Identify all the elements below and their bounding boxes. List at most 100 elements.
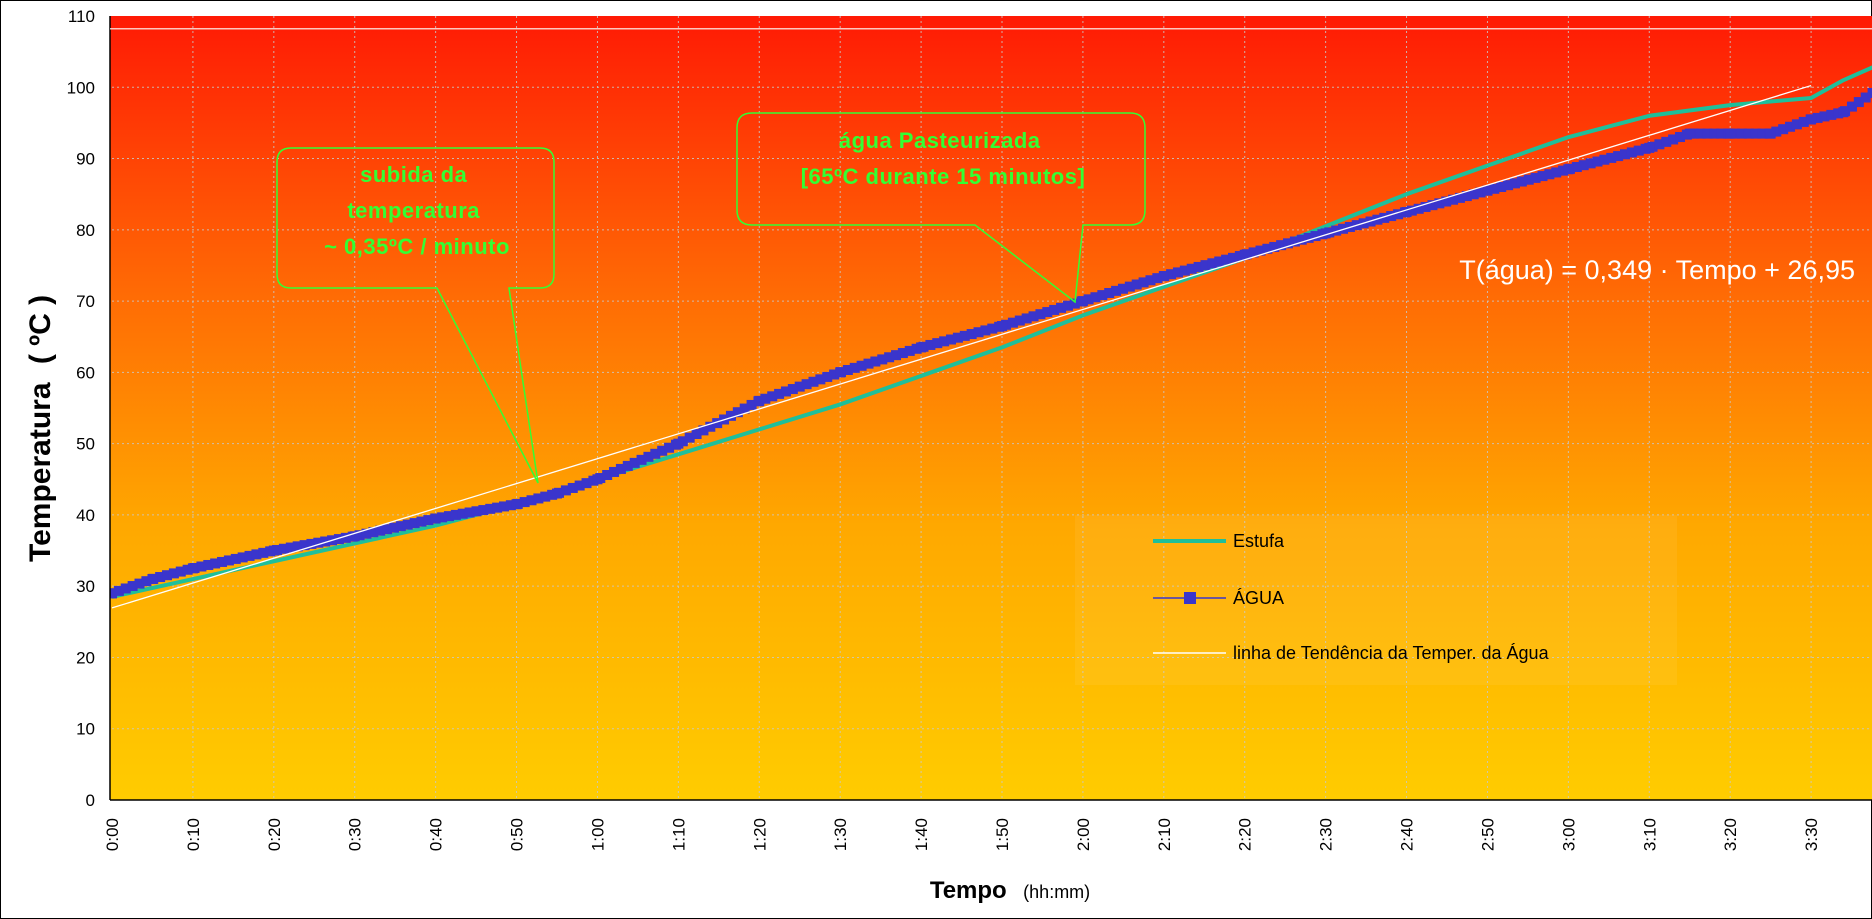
series-agua-marker (168, 568, 179, 579)
series-agua-marker (636, 454, 647, 465)
series-agua-marker (533, 493, 544, 504)
trendline-equation: T(água) = 0,349 · Tempo + 26,95 (1459, 255, 1855, 285)
series-agua-point (1239, 249, 1250, 260)
series-agua-point (187, 563, 198, 574)
series-agua-marker (973, 327, 984, 338)
series-agua-point (835, 367, 846, 378)
series-agua-marker (808, 376, 819, 387)
series-agua-marker (113, 585, 124, 596)
series-agua-marker (1296, 234, 1307, 245)
annotation-temperature-rise-line-2: temperatura (347, 198, 480, 223)
series-agua-marker (1661, 136, 1672, 147)
series-agua-marker (622, 460, 633, 471)
series-agua-marker (725, 410, 736, 421)
series-agua-marker (1675, 132, 1686, 143)
series-agua-marker (320, 536, 331, 547)
series-agua-marker (1069, 298, 1080, 309)
series-agua-marker (237, 552, 248, 563)
series-agua-marker (1798, 116, 1809, 127)
x-tick-label: 3:10 (1640, 818, 1659, 851)
series-agua-marker (1090, 292, 1101, 303)
series-agua-marker (306, 538, 317, 549)
series-agua-marker (457, 508, 468, 519)
x-tick-label: 0:50 (508, 818, 527, 851)
series-agua-marker (1620, 149, 1630, 160)
series-agua-marker (574, 480, 585, 491)
series-agua-marker (1860, 92, 1871, 103)
series-agua-marker (423, 515, 434, 526)
series-agua-marker (1283, 238, 1294, 249)
series-agua-marker (1489, 183, 1500, 194)
series-agua-marker (1331, 225, 1342, 236)
series-agua-point (110, 588, 117, 599)
series-agua-marker (1406, 205, 1417, 216)
series-agua-marker (443, 511, 454, 522)
series-agua-marker (223, 555, 234, 566)
series-agua-marker (1056, 302, 1067, 313)
series-agua-marker (402, 519, 413, 530)
series-agua-marker (1544, 169, 1555, 180)
series-agua-marker (519, 497, 530, 508)
axes (109, 16, 1872, 801)
series-agua-marker (388, 522, 399, 533)
series-agua-point (1725, 128, 1736, 139)
series-agua-marker (1049, 304, 1060, 315)
legend-label-estufa: Estufa (1233, 531, 1285, 551)
legend-item-trendline: linha de Tendência da Temper. da Água (1153, 643, 1550, 663)
series-agua-marker (1791, 119, 1802, 130)
series-agua-marker (1537, 171, 1548, 182)
series-agua-marker (891, 350, 902, 361)
series-agua-marker (1303, 232, 1314, 243)
y-tick-label: 20 (76, 648, 95, 667)
series-agua-point (552, 488, 562, 499)
x-tick-label: 3:20 (1721, 818, 1740, 851)
series-agua-marker (643, 451, 654, 462)
series-agua-marker (540, 491, 551, 502)
series-agua-marker (581, 478, 592, 489)
series-agua-marker (1606, 152, 1617, 163)
series-agua-marker (1454, 192, 1465, 203)
series-agua-marker (437, 512, 448, 523)
x-tick-label: 0:30 (346, 818, 365, 851)
x-tick-label: 2:50 (1478, 818, 1497, 851)
series-agua-marker (560, 485, 571, 496)
series-agua-marker (1083, 294, 1094, 305)
series-trendline (111, 84, 1812, 609)
series-agua-marker (1496, 181, 1507, 192)
x-tick-label: 1:20 (750, 818, 769, 851)
series-agua-marker (450, 509, 461, 520)
series-agua-marker (1558, 165, 1569, 176)
series-agua-marker (464, 507, 475, 518)
series-agua-marker (1853, 97, 1864, 108)
series-agua-marker (299, 540, 310, 551)
series-agua-marker (1613, 151, 1624, 162)
series-agua-marker (1097, 290, 1108, 301)
series-agua-marker (863, 358, 874, 369)
y-tick-label: 90 (76, 150, 95, 169)
series-agua-marker (141, 576, 152, 587)
series-agua-marker (939, 336, 950, 347)
series-agua-marker (712, 418, 723, 429)
series-agua-marker (1028, 311, 1039, 322)
series-agua-marker (210, 558, 221, 569)
series-agua-marker (1042, 307, 1053, 318)
series-agua-marker (1200, 260, 1211, 271)
series-agua-marker (732, 407, 743, 418)
series-agua-marker (1193, 261, 1204, 272)
series-agua-point (1563, 164, 1574, 175)
series-agua-marker (1007, 317, 1018, 328)
series-agua-marker (499, 501, 510, 512)
series-agua-marker (1702, 128, 1713, 139)
series-agua-marker (1599, 154, 1610, 165)
series-agua-marker (1393, 209, 1404, 220)
annotation-pasteurized-water-line-2: [65ºC durante 15 minutos] (801, 164, 1086, 189)
series-agua-marker (1427, 200, 1438, 211)
series-layer (110, 65, 1872, 609)
series-agua-marker (395, 521, 406, 532)
series-agua-marker (120, 583, 131, 594)
plot-area (110, 16, 1872, 800)
series-agua-marker (650, 448, 661, 459)
x-axis-label: Tempo (hh:mm) (930, 877, 1090, 904)
series-agua-point (592, 474, 603, 485)
